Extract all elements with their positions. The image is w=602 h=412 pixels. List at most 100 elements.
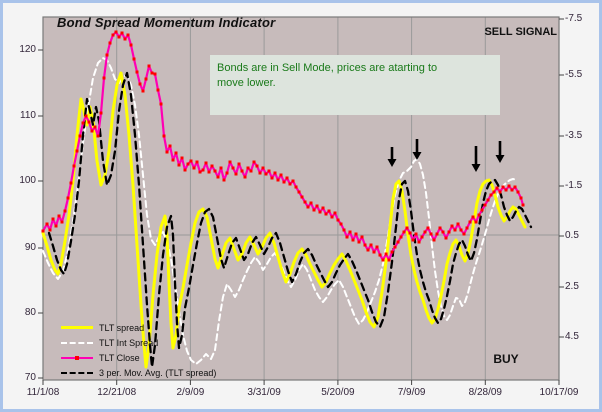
data-point-marker	[123, 37, 127, 41]
data-point-marker	[63, 209, 67, 213]
data-point-marker	[516, 190, 520, 194]
data-point-marker	[171, 158, 175, 162]
data-point-marker	[501, 185, 505, 189]
data-point-marker	[51, 217, 55, 221]
data-point-marker	[195, 160, 199, 164]
axis-tick-label: 100	[19, 175, 36, 186]
data-point-marker	[420, 235, 424, 239]
data-point-marker	[399, 235, 403, 239]
data-point-marker	[207, 170, 211, 174]
data-point-marker	[264, 172, 268, 176]
axis-tick-label: 7/9/09	[397, 387, 426, 398]
data-point-marker	[438, 226, 442, 230]
data-point-marker	[441, 230, 445, 234]
data-point-marker	[78, 134, 82, 138]
data-point-marker	[405, 226, 409, 230]
axis-tick-label: 120	[19, 44, 36, 55]
data-point-marker	[117, 35, 121, 39]
data-point-marker	[93, 125, 97, 129]
axis-tick-label: -5.5	[565, 69, 583, 80]
data-point-marker	[318, 210, 322, 214]
down-arrow-icon	[471, 164, 481, 172]
data-point-marker	[189, 159, 193, 163]
legend-item-tlt-spread: TLT spread	[61, 320, 216, 335]
data-point-marker	[201, 168, 205, 172]
data-point-marker	[417, 240, 421, 244]
data-point-marker	[489, 193, 493, 197]
axis-tick-label: 80	[24, 307, 36, 318]
data-point-marker	[492, 190, 496, 194]
series-line-3-per-mov-avg-tlt-spread-	[47, 71, 533, 369]
axis-tick-label: -1.5	[565, 180, 583, 191]
data-point-marker	[429, 232, 433, 236]
plot-border	[42, 16, 560, 381]
data-point-marker	[504, 188, 508, 192]
axis-tick-label: 90	[24, 242, 36, 253]
data-point-marker	[327, 209, 331, 213]
data-point-marker	[213, 169, 217, 173]
data-point-marker	[480, 208, 484, 212]
axis-tick-label: -3.5	[565, 130, 583, 141]
axis-tick-label: 70	[24, 372, 36, 383]
data-point-marker	[372, 250, 376, 254]
data-point-marker	[246, 166, 250, 170]
data-point-marker	[519, 196, 523, 200]
axis-tick-label: 8/28/09	[468, 387, 502, 398]
data-point-marker	[144, 77, 148, 81]
data-point-marker	[423, 230, 427, 234]
data-point-marker	[450, 224, 454, 228]
data-point-marker	[105, 53, 109, 57]
legend-label: TLT Int Spread	[99, 337, 159, 348]
axis-tick-label: 0.5	[565, 230, 579, 241]
data-point-marker	[111, 33, 115, 37]
data-point-marker	[435, 232, 439, 236]
down-arrow-icon	[412, 152, 422, 160]
data-point-marker	[156, 88, 160, 92]
legend-line-white-dashed-icon	[61, 341, 93, 344]
data-point-marker	[339, 222, 343, 226]
data-point-marker	[132, 57, 136, 61]
data-point-marker	[459, 228, 463, 232]
data-point-marker	[267, 169, 271, 173]
data-point-marker	[48, 228, 52, 232]
data-point-marker	[192, 166, 196, 170]
data-point-marker	[120, 31, 124, 35]
axis-tick-label: 110	[20, 110, 36, 121]
axis-tick-label: 10/17/09	[539, 387, 579, 398]
data-point-marker	[321, 206, 325, 210]
data-point-marker	[288, 182, 292, 186]
series-line-tlt-spread	[41, 71, 527, 369]
data-point-marker	[369, 243, 373, 247]
data-point-marker	[393, 245, 397, 249]
data-point-marker	[240, 169, 244, 173]
data-point-marker	[363, 243, 367, 247]
data-point-marker	[426, 226, 430, 230]
axis-tick-label: 4.5	[565, 331, 579, 342]
data-point-marker	[498, 190, 502, 194]
legend-item-tlt-close: TLT Close	[61, 350, 216, 365]
data-point-marker	[456, 222, 460, 226]
data-point-marker	[243, 175, 247, 179]
data-point-marker	[75, 149, 79, 153]
axis-tick-label: -7.5	[565, 13, 583, 24]
data-point-marker	[99, 111, 103, 115]
data-point-marker	[198, 170, 202, 174]
data-point-marker	[486, 198, 490, 202]
data-point-marker	[378, 253, 382, 257]
data-point-marker	[204, 161, 208, 165]
data-point-marker	[165, 150, 169, 154]
data-point-marker	[495, 186, 499, 190]
annotation-note: Bonds are in Sell Mode, prices are atart…	[210, 55, 500, 115]
data-point-marker	[102, 76, 106, 80]
axis-tick-label: 2.5	[565, 281, 579, 292]
data-point-marker	[69, 181, 73, 185]
data-point-marker	[297, 190, 301, 194]
data-point-marker	[303, 200, 307, 204]
data-point-marker	[309, 201, 313, 205]
data-point-marker	[345, 235, 349, 239]
legend-line-black-dashed-icon	[61, 371, 93, 374]
data-point-marker	[387, 258, 391, 262]
down-arrow-icon	[387, 159, 397, 167]
data-point-marker	[465, 226, 469, 230]
data-point-marker	[90, 129, 94, 133]
